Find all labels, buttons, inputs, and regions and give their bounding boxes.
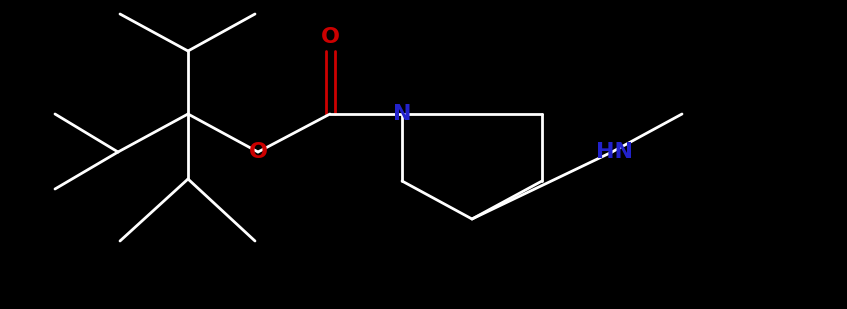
Text: HN: HN [595, 142, 633, 162]
Text: O: O [248, 142, 268, 162]
Text: N: N [393, 104, 412, 124]
Text: O: O [320, 27, 340, 47]
